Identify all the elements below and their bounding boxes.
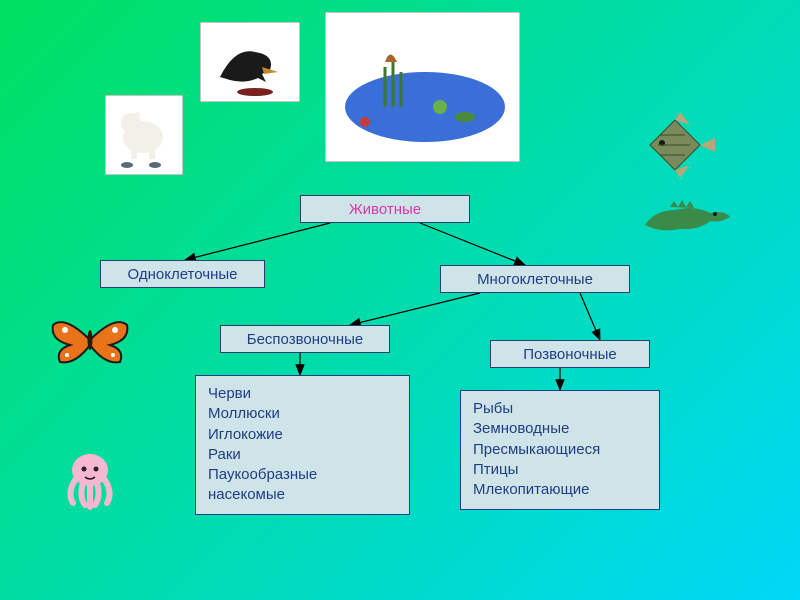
clip-bear — [105, 95, 183, 175]
node-vertebrates: Позвоночные — [490, 340, 650, 368]
clip-croc — [640, 195, 735, 240]
node-multicellular: Многоклеточные — [440, 265, 630, 293]
list-item: Черви — [208, 384, 397, 404]
list-item: Пресмыкающиеся — [473, 440, 647, 460]
clip-butterfly — [45, 310, 135, 370]
list-item: Раки — [208, 445, 397, 465]
node-invert-label: Беспозвоночные — [247, 331, 364, 348]
clip-octopus — [55, 445, 125, 510]
node-uni-label: Одноклеточные — [128, 266, 238, 283]
list-item: Иглокожие — [208, 425, 397, 445]
list-item: Паукообразные — [208, 465, 397, 485]
clip-pond — [325, 12, 520, 162]
node-root-label: Животные — [349, 201, 421, 218]
node-unicellular: Одноклеточные — [100, 260, 265, 288]
clip-fish — [630, 110, 720, 180]
node-vert-label: Позвоночные — [523, 346, 617, 363]
list-item: Рыбы — [473, 399, 647, 419]
clip-bird — [200, 22, 300, 102]
list-item: Млекопитающие — [473, 480, 647, 500]
node-invertebrates: Беспозвоночные — [220, 325, 390, 353]
node-root: Животные — [300, 195, 470, 223]
list-item: насекомые — [208, 485, 397, 505]
list-vertebrates: РыбыЗемноводныеПресмыкающиесяПтицыМлекоп… — [460, 390, 660, 510]
node-multi-label: Многоклеточные — [477, 271, 593, 288]
list-invertebrates: ЧервиМоллюскиИглокожиеРакиПаукообразныен… — [195, 375, 410, 515]
list-item: Земноводные — [473, 419, 647, 439]
list-item: Птицы — [473, 460, 647, 480]
list-item: Моллюски — [208, 404, 397, 424]
